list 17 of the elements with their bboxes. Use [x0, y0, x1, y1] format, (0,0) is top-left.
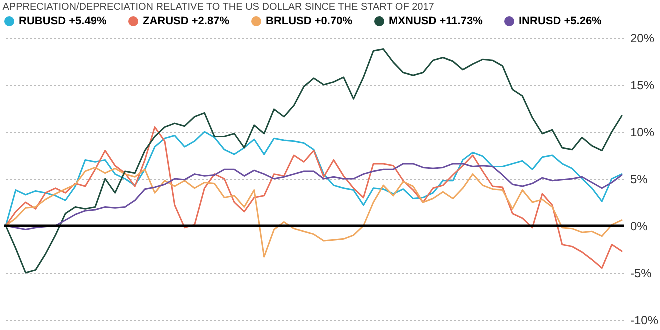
legend-label: MXNUSD +11.73%: [389, 16, 484, 28]
legend-label: ZARUSD +2.87%: [143, 16, 230, 28]
legend-label: BRLUSD +0.70%: [266, 16, 353, 28]
line-series: [5, 166, 623, 258]
y-tick-label: -10%: [630, 314, 659, 328]
y-tick-label: 20%: [630, 32, 655, 46]
chart-title: APPRECIATION/DEPRECIATION RELATIVE TO THE US DOLLAR SINCE THE START OF 2017: [2, 2, 435, 13]
y-tick-label: 10%: [630, 126, 655, 140]
y-tick-label: 15%: [630, 78, 655, 92]
legend-label: RUBUSD +5.49%: [19, 16, 107, 28]
y-tick-label: 5%: [630, 172, 648, 186]
y-tick-label: -5%: [630, 266, 652, 280]
legend-label: INRUSD +5.26%: [519, 16, 602, 28]
y-tick-label: 0%: [630, 220, 648, 234]
line-series: [5, 48, 623, 274]
line-series: [5, 131, 623, 227]
line-series: [5, 126, 623, 270]
